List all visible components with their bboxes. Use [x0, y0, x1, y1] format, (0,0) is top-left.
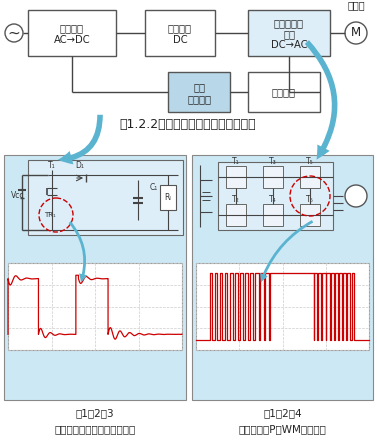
Bar — [196, 263, 369, 350]
Bar — [168, 72, 230, 112]
Text: 囱1．2．4: 囱1．2．4 — [263, 408, 302, 418]
FancyArrowPatch shape — [58, 115, 103, 164]
FancyArrowPatch shape — [260, 220, 313, 283]
Text: TR₁: TR₁ — [44, 212, 56, 218]
Text: T₅: T₅ — [306, 157, 314, 166]
Bar — [218, 162, 333, 230]
Bar — [160, 185, 176, 210]
FancyArrowPatch shape — [305, 40, 337, 160]
Text: モータ: モータ — [347, 0, 365, 10]
Circle shape — [345, 22, 367, 44]
Circle shape — [345, 185, 367, 207]
Text: M: M — [351, 27, 361, 40]
Bar — [28, 10, 116, 56]
Text: 囱1．2．3: 囱1．2．3 — [76, 408, 114, 418]
Text: D₁: D₁ — [75, 161, 84, 170]
Text: T₄: T₄ — [269, 195, 277, 204]
Text: C₁: C₁ — [150, 183, 158, 193]
Text: T₃: T₃ — [269, 157, 277, 166]
Bar — [248, 10, 330, 56]
Bar — [248, 72, 320, 112]
Text: 電源回路: 電源回路 — [187, 94, 211, 104]
Text: 平滑回路: 平滑回路 — [168, 23, 192, 33]
FancyArrowPatch shape — [69, 221, 87, 283]
Text: 回路: 回路 — [283, 29, 295, 39]
Bar — [145, 10, 215, 56]
Bar — [192, 155, 373, 400]
Text: 囱1.2.2　汎用インバータブロック図: 囱1.2.2 汎用インバータブロック図 — [120, 118, 256, 132]
Text: T₆: T₆ — [306, 195, 314, 204]
Bar — [263, 166, 283, 188]
Bar — [300, 166, 320, 188]
Text: AC→DC: AC→DC — [54, 35, 90, 45]
Text: DC→AC: DC→AC — [271, 40, 307, 50]
Text: M: M — [351, 191, 361, 201]
Text: インバータ: インバータ — [274, 18, 304, 28]
Text: Rₗ: Rₗ — [165, 193, 172, 202]
Text: T₁: T₁ — [232, 157, 240, 166]
Text: T₁: T₁ — [48, 161, 56, 170]
Text: DC: DC — [173, 35, 187, 45]
Text: 制御回路: 制御回路 — [272, 87, 296, 97]
Text: インバータP　WM出力波形: インバータP WM出力波形 — [239, 424, 326, 434]
Text: サブ: サブ — [193, 82, 205, 92]
Bar — [226, 166, 246, 188]
Text: Vcc: Vcc — [11, 190, 25, 199]
Bar — [300, 204, 320, 226]
Bar — [226, 204, 246, 226]
Bar — [4, 155, 186, 400]
Text: ~: ~ — [8, 25, 20, 40]
Bar — [263, 204, 283, 226]
Circle shape — [5, 24, 23, 42]
Text: T₂: T₂ — [232, 195, 240, 204]
Bar — [28, 160, 183, 235]
Text: サブ電源インバータ動作波形: サブ電源インバータ動作波形 — [54, 424, 136, 434]
Bar — [8, 263, 182, 350]
Text: 整流回路: 整流回路 — [60, 23, 84, 33]
